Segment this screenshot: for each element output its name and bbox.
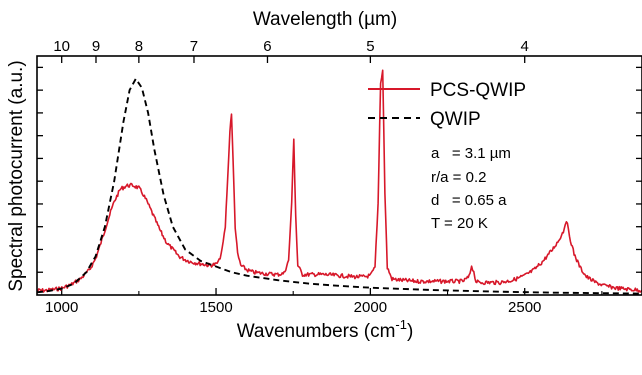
y-axis-title: Spectral photocurrent (a.u.) [6,60,27,291]
series-layer [36,69,642,295]
top-tick-label-4: 4 [521,38,529,55]
x-tick-label-1000: 1000 [45,299,78,316]
legend-label-pcs-qwip: PCS-QWIP [430,80,526,101]
legend-label-qwip: QWIP [430,109,481,130]
top-tick-label-9: 9 [92,38,100,55]
x-tick-label-2500: 2500 [508,299,541,316]
top-axis-title: Wavelength (µm) [253,9,397,30]
top-tick-label-5: 5 [366,38,374,55]
annotation-thickness: d = 0.65 a [431,192,507,209]
x-axis-title-main: Wavenumbers (cm [237,321,396,342]
annotation-radius-ratio: r/a = 0.2 [431,169,486,186]
series-line-pcs-qwip [36,69,642,293]
top-tick-label-10: 10 [53,38,70,55]
parameter-annotations: a = 3.1 µm r/a = 0.2 d = 0.65 a T = 20 K [431,145,511,232]
top-tick-label-8: 8 [135,38,143,55]
x-axis-title-superscript: -1 [395,317,407,332]
plot-frame [36,55,642,296]
top-tick-label-6: 6 [263,38,271,55]
x-axis-title: Wavenumbers (cm-1) [237,317,414,342]
annotation-temperature: T = 20 K [431,215,488,232]
legend: PCS-QWIP QWIP [368,80,526,130]
x-tick-label-2000: 2000 [354,299,387,316]
top-tick-label-7: 7 [190,38,198,55]
x-axis-title-close: ) [407,321,413,342]
tick-layer: 1000 1500 2000 2500 10 9 8 7 6 5 4 [37,38,642,316]
x-tick-label-1500: 1500 [199,299,232,316]
annotation-lattice-constant: a = 3.1 µm [431,145,511,162]
